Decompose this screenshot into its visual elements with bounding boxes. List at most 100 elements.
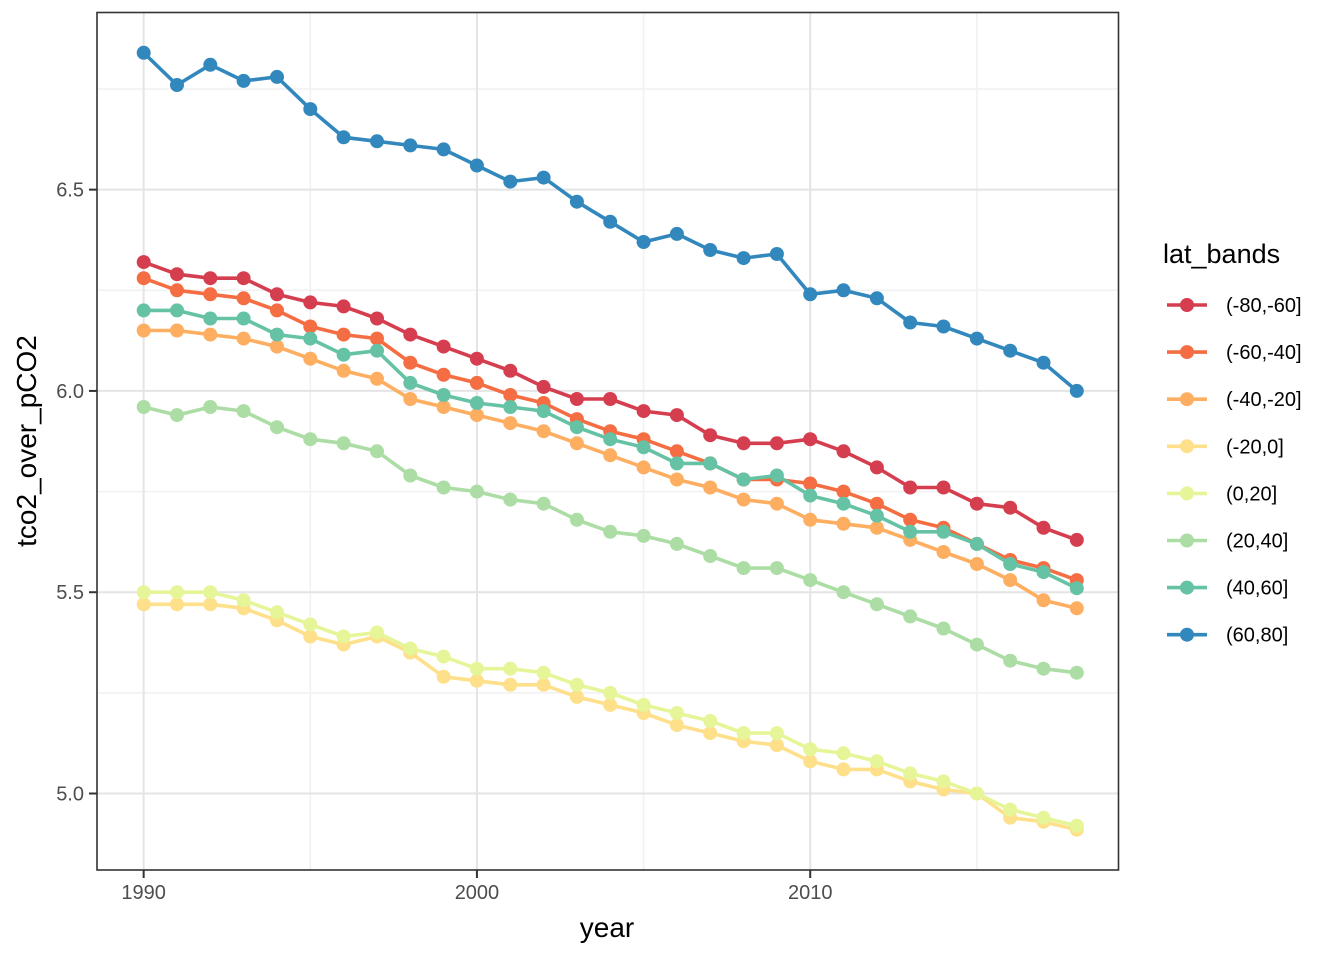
data-point <box>769 436 784 451</box>
data-point <box>536 170 551 185</box>
data-point <box>769 561 784 576</box>
legend-item-label: (60,80] <box>1226 625 1288 647</box>
data-point <box>569 420 584 435</box>
data-point <box>170 303 184 318</box>
legend-item: (60,80] <box>1167 625 1288 647</box>
legend-item: (0,20] <box>1167 483 1277 505</box>
data-point <box>469 351 484 366</box>
series-(60,80] <box>136 45 1084 398</box>
legend-item: (40,60] <box>1167 578 1288 600</box>
data-point <box>903 609 918 624</box>
data-point <box>803 742 818 757</box>
data-point <box>936 319 951 334</box>
data-point <box>270 420 284 435</box>
data-point <box>669 444 684 459</box>
data-point <box>469 375 484 390</box>
y-axis-title: tco2_over_pCO2 <box>11 335 42 547</box>
data-point <box>536 496 551 511</box>
data-point <box>536 424 551 439</box>
data-point <box>436 142 451 157</box>
data-point <box>769 247 784 261</box>
data-point <box>270 287 284 302</box>
legend-item-label: (-20,0] <box>1226 436 1284 458</box>
data-point <box>503 661 518 676</box>
series-(-40,-20] <box>136 323 1084 616</box>
data-point <box>170 585 184 600</box>
data-point <box>603 697 618 712</box>
data-point <box>503 388 518 402</box>
data-point <box>603 214 618 229</box>
data-point <box>669 472 684 487</box>
data-point <box>503 677 518 692</box>
data-point <box>303 102 318 117</box>
data-point <box>869 597 884 612</box>
data-point <box>769 496 784 511</box>
data-point <box>836 746 851 761</box>
data-point <box>636 460 651 475</box>
data-point <box>603 524 618 539</box>
data-point <box>436 367 451 382</box>
data-point <box>370 311 384 326</box>
data-point <box>136 400 151 414</box>
x-tick-label: 2010 <box>788 882 833 904</box>
data-point <box>336 130 351 145</box>
data-point <box>903 315 918 330</box>
data-point <box>136 45 151 60</box>
data-point <box>436 388 451 402</box>
data-point <box>436 400 451 414</box>
data-point <box>270 303 284 318</box>
data-point <box>336 299 351 314</box>
data-point <box>203 585 218 600</box>
data-point <box>136 323 151 338</box>
data-point <box>336 363 351 378</box>
y-tick-label: 6.5 <box>56 180 84 202</box>
data-point <box>503 400 518 414</box>
data-point <box>836 585 851 600</box>
data-point <box>203 271 218 286</box>
data-point <box>503 363 518 378</box>
panel-border <box>96 11 1120 871</box>
data-point <box>636 440 651 455</box>
data-point <box>303 295 318 310</box>
data-point <box>236 271 251 286</box>
data-point <box>736 251 751 266</box>
data-point <box>303 629 318 644</box>
data-point <box>303 432 318 447</box>
x-tick-label: 1990 <box>121 882 166 904</box>
data-point <box>736 561 751 576</box>
data-point <box>203 327 218 342</box>
data-point <box>969 536 984 551</box>
data-point <box>636 404 651 419</box>
data-point <box>1069 818 1084 833</box>
data-point <box>803 754 818 769</box>
legend-key-point <box>1180 439 1194 454</box>
data-point <box>1003 557 1018 571</box>
data-point <box>136 303 151 318</box>
data-point <box>403 375 418 390</box>
data-point <box>969 331 984 346</box>
data-point <box>1003 802 1018 817</box>
data-point <box>803 287 818 302</box>
data-series <box>136 45 1084 837</box>
data-point <box>803 432 818 447</box>
data-point <box>903 524 918 539</box>
data-point <box>303 319 318 334</box>
data-point <box>469 661 484 676</box>
data-point <box>569 436 584 451</box>
data-point <box>536 677 551 692</box>
data-point <box>736 472 751 487</box>
data-point <box>236 593 251 608</box>
data-point <box>203 400 218 414</box>
data-point <box>669 226 684 241</box>
data-point <box>1036 565 1051 580</box>
data-point <box>403 392 418 406</box>
data-point <box>703 549 718 563</box>
data-point <box>1036 520 1051 535</box>
legend-item-label: (20,40] <box>1226 531 1288 553</box>
data-point <box>236 311 251 326</box>
data-point <box>1036 593 1051 608</box>
data-point <box>1069 383 1084 398</box>
data-point <box>170 283 184 298</box>
data-point <box>769 726 784 741</box>
